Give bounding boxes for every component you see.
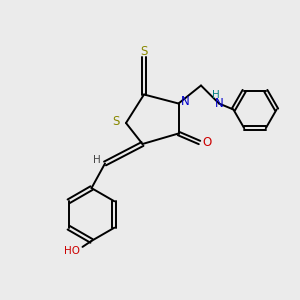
Text: N: N — [214, 97, 224, 110]
Text: HO: HO — [64, 246, 80, 256]
Text: H: H — [93, 155, 101, 165]
Text: S: S — [140, 45, 148, 58]
Text: S: S — [113, 115, 120, 128]
Text: O: O — [202, 136, 211, 149]
Text: N: N — [181, 94, 190, 108]
Text: H: H — [212, 90, 219, 100]
